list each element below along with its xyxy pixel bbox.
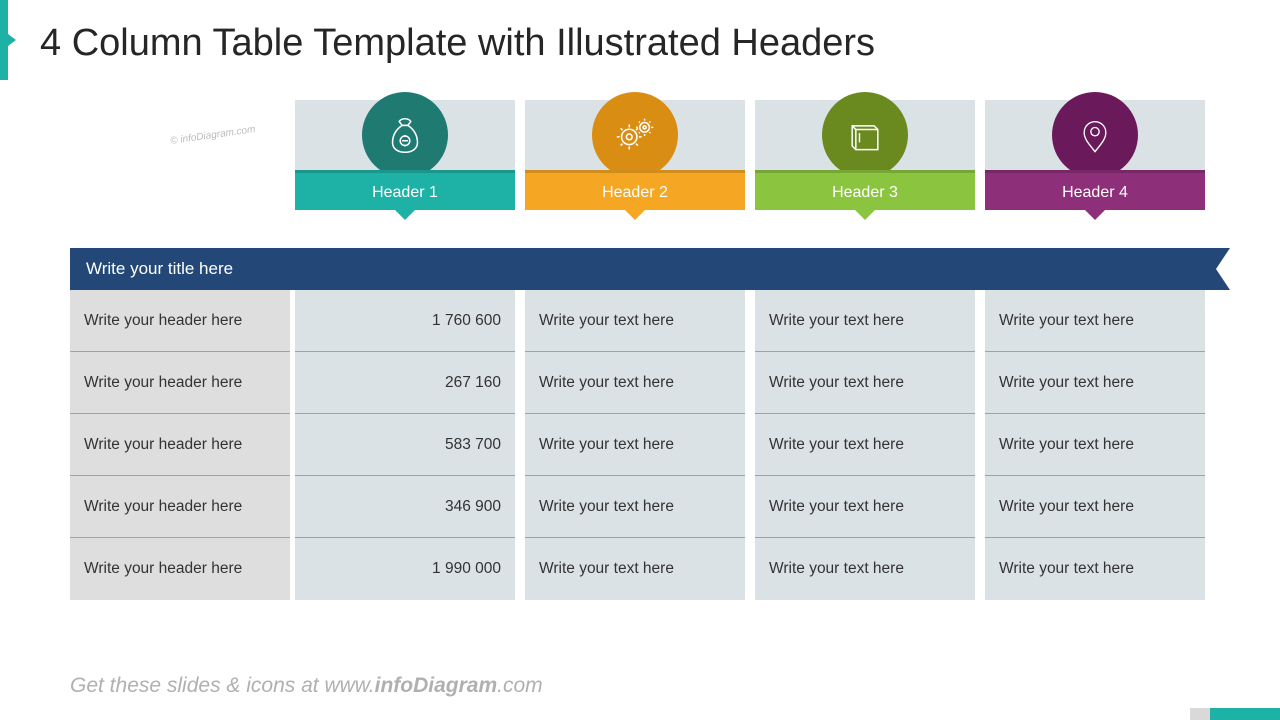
- footer-brand: infoDiagram: [375, 674, 498, 697]
- header-circle-2: [592, 92, 678, 178]
- header-bar-4: Header 4: [985, 170, 1205, 210]
- cell-value: Write your text here: [985, 414, 1205, 476]
- header-circle-3: [822, 92, 908, 178]
- row-label: Write your header here: [70, 538, 290, 600]
- accent-left: [0, 0, 8, 80]
- header-pointer-2: [625, 210, 645, 220]
- footer-prefix: Get these slides & icons at www.: [70, 674, 375, 697]
- cell-value: Write your text here: [755, 476, 975, 538]
- header-bar-1: Header 1: [295, 170, 515, 210]
- cell-value: 267 160: [295, 352, 515, 414]
- header-pointer-1: [395, 210, 415, 220]
- title-ribbon-text: Write your title here: [86, 259, 233, 278]
- table-row: Write your header here 267 160 Write you…: [70, 352, 1210, 414]
- page-title: 4 Column Table Template with Illustrated…: [40, 22, 875, 65]
- header-columns: Header 1 Header 2: [70, 100, 1210, 210]
- row-label: Write your header here: [70, 476, 290, 538]
- cell-value: Write your text here: [525, 538, 745, 600]
- column-header-2: Header 2: [525, 100, 745, 210]
- row-label: Write your header here: [70, 290, 290, 352]
- row-label: Write your header here: [70, 414, 290, 476]
- accent-bottom-teal: [1210, 708, 1280, 720]
- cell-value: 583 700: [295, 414, 515, 476]
- cell-value: 1 760 600: [295, 290, 515, 352]
- gears-icon: [612, 112, 658, 158]
- table-row: Write your header here 346 900 Write you…: [70, 476, 1210, 538]
- footer-suffix: .com: [497, 674, 543, 697]
- cell-value: Write your text here: [525, 352, 745, 414]
- cell-value: Write your text here: [755, 352, 975, 414]
- table-row: Write your header here 1 990 000 Write y…: [70, 538, 1210, 600]
- table-row: Write your header here 583 700 Write you…: [70, 414, 1210, 476]
- slide: 4 Column Table Template with Illustrated…: [0, 0, 1280, 720]
- header-pointer-3: [855, 210, 875, 220]
- header-label: Header 4: [1062, 184, 1128, 201]
- cell-value: Write your text here: [525, 414, 745, 476]
- cell-value: Write your text here: [755, 290, 975, 352]
- accent-bottom-grey: [1190, 708, 1210, 720]
- header-circle-4: [1052, 92, 1138, 178]
- title-ribbon: Write your title here: [70, 248, 1230, 290]
- header-label: Header 2: [602, 184, 668, 201]
- footer-attribution: Get these slides & icons at www.infoDiag…: [70, 674, 543, 698]
- header-label: Header 1: [372, 184, 438, 201]
- cell-value: Write your text here: [755, 414, 975, 476]
- cell-value: Write your text here: [755, 538, 975, 600]
- column-header-3: Header 3: [755, 100, 975, 210]
- box-icon: [843, 113, 887, 157]
- header-pointer-4: [1085, 210, 1105, 220]
- cell-value: 346 900: [295, 476, 515, 538]
- money-bag-icon: [382, 112, 428, 158]
- header-bar-2: Header 2: [525, 170, 745, 210]
- cell-value: Write your text here: [985, 476, 1205, 538]
- pin-icon: [1075, 112, 1115, 158]
- column-header-4: Header 4: [985, 100, 1205, 210]
- cell-value: Write your text here: [985, 538, 1205, 600]
- row-label: Write your header here: [70, 352, 290, 414]
- cell-value: Write your text here: [985, 352, 1205, 414]
- data-table: Write your header here 1 760 600 Write y…: [70, 290, 1210, 600]
- cell-value: Write your text here: [985, 290, 1205, 352]
- cell-value: Write your text here: [525, 476, 745, 538]
- column-header-1: Header 1: [295, 100, 515, 210]
- cell-value: Write your text here: [525, 290, 745, 352]
- cell-value: 1 990 000: [295, 538, 515, 600]
- accent-arrow: [8, 34, 16, 46]
- header-bar-3: Header 3: [755, 170, 975, 210]
- header-label: Header 3: [832, 184, 898, 201]
- table-row: Write your header here 1 760 600 Write y…: [70, 290, 1210, 352]
- header-circle-1: [362, 92, 448, 178]
